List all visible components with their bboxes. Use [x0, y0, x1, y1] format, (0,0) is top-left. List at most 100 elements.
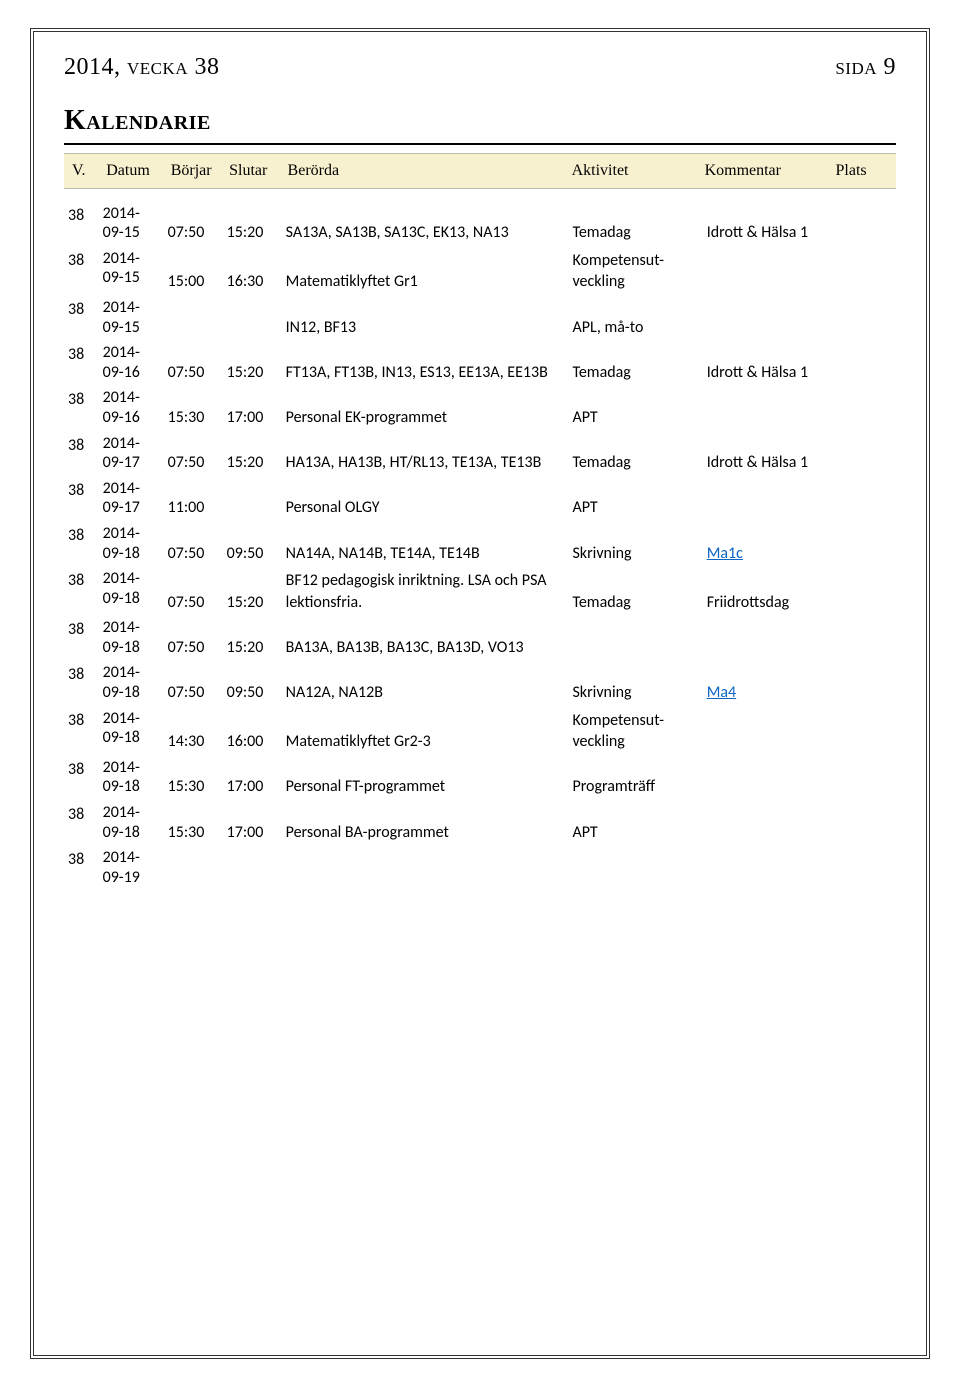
cell-date: 2014-09-18: [99, 658, 164, 703]
cell-start: 15:30: [164, 753, 223, 798]
cell-end: 17:00: [223, 383, 282, 428]
cell-affected: FT13A, FT13B, IN13, ES13, EE13A, EE13B: [282, 338, 569, 383]
cell-activity: [568, 843, 702, 888]
cell-activity: Kompetensut-veckling: [568, 244, 702, 293]
cell-date: 2014-09-18: [99, 798, 164, 843]
cell-date-year: 2014-: [103, 619, 160, 637]
cell-start: 07:50: [164, 564, 223, 613]
cell-date-day: 09-16: [103, 362, 160, 384]
cell-affected: IN12, BF13: [282, 293, 569, 338]
table-row: 382014-09-1515:0016:30Matematiklyftet Gr…: [64, 244, 896, 293]
calendar-table: 382014-09-1507:5015:20SA13A, SA13B, SA13…: [64, 199, 896, 889]
cell-activity: Programträff: [568, 753, 702, 798]
cell-activity: Skrivning: [568, 658, 702, 703]
cell-week: 38: [64, 843, 99, 888]
cell-week: 38: [64, 474, 99, 519]
cell-end: 15:20: [223, 199, 282, 244]
cell-affected: SA13A, SA13B, SA13C, EK13, NA13: [282, 199, 569, 244]
cell-date: 2014-09-16: [99, 383, 164, 428]
cell-place: [835, 658, 896, 703]
col-v: V.: [68, 160, 102, 182]
cell-date: 2014-09-18: [99, 613, 164, 658]
cell-date-day: 09-18: [103, 727, 160, 749]
cell-date: 2014-09-18: [99, 564, 164, 613]
table-row: 382014-09-15IN12, BF13APL, må-to: [64, 293, 896, 338]
cell-affected: Matematiklyftet Gr1: [282, 244, 569, 293]
cell-week: 38: [64, 244, 99, 293]
cell-date-year: 2014-: [103, 710, 160, 728]
cell-start: [164, 293, 223, 338]
cell-affected: Personal EK-programmet: [282, 383, 569, 428]
cell-place: [835, 798, 896, 843]
cell-date-year: 2014-: [103, 664, 160, 682]
cell-end: 15:20: [223, 613, 282, 658]
section-title: Kalendarie: [64, 105, 896, 137]
cell-activity: Temadag: [568, 199, 702, 244]
cell-week: 38: [64, 753, 99, 798]
cell-date-year: 2014-: [103, 804, 160, 822]
cell-place: [835, 338, 896, 383]
table-row: 382014-09-1807:5009:50NA12A, NA12BSkrivn…: [64, 658, 896, 703]
page-header: 2014, vecka 38 sida 9: [64, 54, 896, 81]
cell-date-day: 09-18: [103, 637, 160, 659]
cell-comment: [703, 613, 835, 658]
comment-link[interactable]: Ma1c: [707, 544, 743, 563]
cell-date-day: 09-18: [103, 682, 160, 704]
cell-week: 38: [64, 383, 99, 428]
cell-place: [835, 383, 896, 428]
cell-date-day: 09-18: [103, 588, 160, 610]
cell-date: 2014-09-15: [99, 199, 164, 244]
cell-date: 2014-09-18: [99, 753, 164, 798]
cell-date-day: 09-17: [103, 452, 160, 474]
cell-end: 16:00: [223, 704, 282, 753]
cell-date-day: 09-17: [103, 497, 160, 519]
cell-date: 2014-09-18: [99, 704, 164, 753]
cell-affected: BF12 pedagogisk inriktning. LSA och PSA …: [282, 564, 569, 613]
cell-start: 15:30: [164, 798, 223, 843]
cell-start: [164, 843, 223, 888]
cell-date-day: 09-18: [103, 543, 160, 565]
cell-comment: Friidrottsdag: [703, 564, 835, 613]
col-plats: Plats: [832, 160, 892, 182]
cell-place: [835, 564, 896, 613]
cell-comment: Idrott & Hälsa 1: [703, 338, 835, 383]
cell-date-year: 2014-: [103, 525, 160, 543]
cell-start: 15:00: [164, 244, 223, 293]
cell-end: 15:20: [223, 564, 282, 613]
cell-week: 38: [64, 293, 99, 338]
col-aktivitet: Aktivitet: [568, 160, 701, 182]
cell-end: [223, 474, 282, 519]
cell-date: 2014-09-15: [99, 244, 164, 293]
cell-start: 07:50: [164, 429, 223, 474]
cell-date-day: 09-16: [103, 407, 160, 429]
cell-week: 38: [64, 199, 99, 244]
cell-date-year: 2014-: [103, 759, 160, 777]
cell-date-day: 09-18: [103, 776, 160, 798]
cell-date: 2014-09-16: [99, 338, 164, 383]
cell-place: [835, 704, 896, 753]
cell-end: [223, 293, 282, 338]
comment-link[interactable]: Ma4: [707, 683, 736, 702]
cell-activity: APT: [568, 383, 702, 428]
table-row: 382014-09-1807:5015:20BF12 pedagogisk in…: [64, 564, 896, 613]
cell-affected: Matematiklyftet Gr2-3: [282, 704, 569, 753]
cell-comment: [703, 753, 835, 798]
cell-affected: NA12A, NA12B: [282, 658, 569, 703]
cell-affected: Personal BA-programmet: [282, 798, 569, 843]
cell-date: 2014-09-17: [99, 429, 164, 474]
cell-activity: Temadag: [568, 338, 702, 383]
cell-comment: [703, 843, 835, 888]
table-row: 382014-09-1507:5015:20SA13A, SA13B, SA13…: [64, 199, 896, 244]
cell-start: 07:50: [164, 613, 223, 658]
cell-comment: Ma1c: [703, 519, 835, 564]
cell-week: 38: [64, 564, 99, 613]
header-left: 2014, vecka 38: [64, 54, 220, 81]
cell-affected: Personal OLGY: [282, 474, 569, 519]
cell-place: [835, 753, 896, 798]
table-row: 382014-09-1707:5015:20HA13A, HA13B, HT/R…: [64, 429, 896, 474]
cell-affected: Personal FT-programmet: [282, 753, 569, 798]
cell-date: 2014-09-18: [99, 519, 164, 564]
table-row: 382014-09-1807:5015:20BA13A, BA13B, BA13…: [64, 613, 896, 658]
cell-date-year: 2014-: [103, 344, 160, 362]
cell-end: 09:50: [223, 519, 282, 564]
